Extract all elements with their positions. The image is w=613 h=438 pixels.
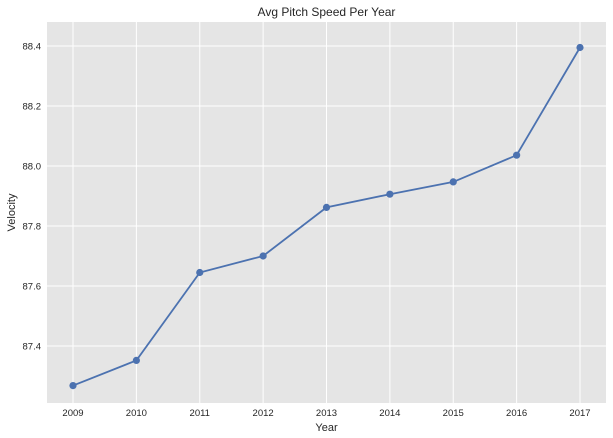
x-tick-label: 2009 [62,408,83,419]
data-point [576,43,584,52]
x-tick-label: 2016 [506,408,527,419]
x-tick-label: 2013 [316,408,337,419]
x-tick-label: 2010 [126,408,147,419]
tick-labels: 2009 2010 2011 2012 2013 2014 2015 2016 2017 87.4… [23,42,591,420]
y-axis-label: Velocity [6,193,18,231]
data-point [196,268,204,277]
data-point [69,382,77,390]
x-axis-label: Year [315,422,338,434]
data-point [132,356,140,364]
data-point [386,190,394,198]
chart-title: Avg Pitch Speed Per Year [258,5,396,19]
y-tick-label: 87.4 [23,342,42,353]
grid-lines [47,22,606,403]
y-tick-label: 88.0 [23,162,42,173]
x-tick-label: 2012 [253,408,274,419]
data-point [449,178,457,186]
y-tick-label: 88.2 [23,102,42,113]
x-tick-label: 2014 [379,408,400,419]
data-points [69,43,584,390]
y-tick-label: 87.6 [23,282,42,293]
data-point [322,203,331,211]
y-tick-label: 88.4 [23,42,42,53]
data-point [259,252,267,260]
x-tick-label: 2017 [569,408,590,419]
x-tick-label: 2015 [443,408,464,419]
y-tick-label: 87.8 [23,222,42,233]
data-point [513,151,521,159]
x-tick-label: 2011 [190,408,210,419]
